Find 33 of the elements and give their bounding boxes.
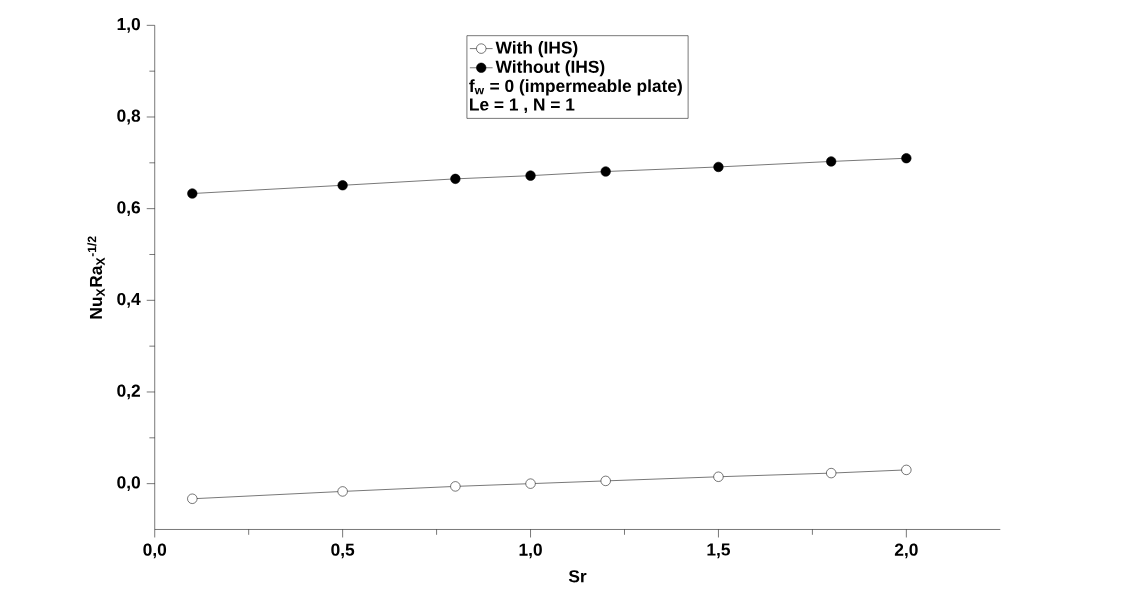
x-tick-label: 0,5 [331,543,355,559]
point [713,471,724,482]
point [450,481,461,492]
y-tick-label: 0,0 [117,476,140,492]
point [187,493,198,504]
point [826,468,837,479]
point [337,180,348,191]
y-axis-title: Nu$_{X}$Ra$_{X}$-1/2 [87,236,105,319]
y-tick-label: 0,8 [117,109,141,125]
point [450,173,461,185]
legend-label: With (IHS) [495,41,578,58]
y-tick-label: 1,0 [117,18,140,33]
point [901,153,912,164]
point [600,475,611,487]
point [901,464,912,476]
annotation: Le = 1 , N = 1 [470,98,575,114]
x-tick-label: 1,5 [707,543,731,559]
x-tick-label: 1,0 [519,543,542,559]
y-tick-label: 0,2 [117,384,140,400]
x-axis-title: Sr [568,570,587,583]
point [600,166,611,177]
point [713,161,724,173]
point [525,478,536,489]
point [337,486,348,497]
point [525,170,536,181]
legend-label: Without (IHS) [495,60,605,77]
point [187,188,198,199]
point [826,156,837,167]
y-tick-label: 0,4 [117,293,141,308]
annotation: f$_{w}$ = 0 (impermeable plate) [469,79,682,96]
x-tick-label: 2,0 [894,543,918,559]
x-tick-label: 0,0 [143,543,167,559]
y-tick-label: 0,6 [117,201,141,217]
